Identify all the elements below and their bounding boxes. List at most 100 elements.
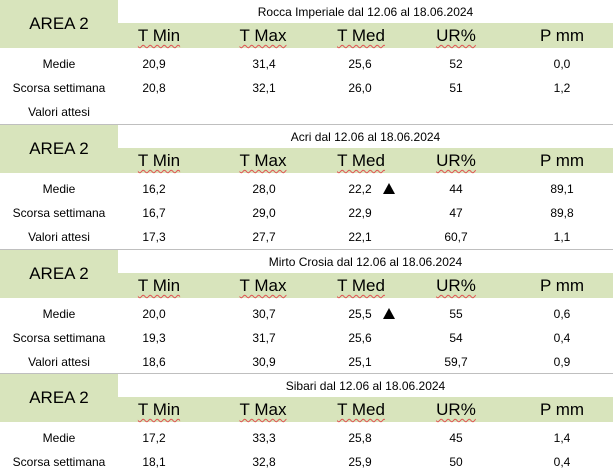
column-header: P mm xyxy=(514,273,610,298)
row-label: Scorsa settimana xyxy=(12,455,106,469)
table-cell: 29,0 xyxy=(252,206,276,220)
table-row: Medie 16,2 28,0 22,2 44 89,1 xyxy=(0,177,613,201)
area-label: AREA 2 xyxy=(0,0,118,48)
table-cell: 20,8 xyxy=(142,81,166,95)
table-cell: 20,0 xyxy=(142,307,166,321)
column-header: UR% xyxy=(408,397,504,422)
row-label: Scorsa settimana xyxy=(12,331,106,345)
table-cell: 25,9 xyxy=(348,455,372,469)
row-label: Medie xyxy=(42,57,76,71)
column-header: P mm xyxy=(514,148,610,173)
table-cell: 30,7 xyxy=(252,307,276,321)
column-header-label: P mm xyxy=(539,26,585,45)
row-label: Valori attesi xyxy=(28,105,90,119)
table-row: Scorsa settimana 16,7 29,0 22,9 47 89,8 xyxy=(0,201,613,225)
table-cell: 51 xyxy=(449,81,463,95)
up-triangle-icon xyxy=(383,302,395,326)
table-cell: 60,7 xyxy=(444,230,468,244)
row-label: Medie xyxy=(42,431,76,445)
row-label: Scorsa settimana xyxy=(12,81,106,95)
row-label: Valori attesi xyxy=(28,230,90,244)
table-cell: 22,1 xyxy=(348,230,372,244)
row-label: Valori attesi xyxy=(28,355,90,369)
column-header-label: P mm xyxy=(539,400,585,419)
table-cell: 0,4 xyxy=(553,331,571,345)
table-cell: 1,1 xyxy=(553,230,571,244)
table-cell: 52 xyxy=(449,57,463,71)
column-header: T Med xyxy=(313,397,409,422)
column-header-label: T Med xyxy=(337,26,385,45)
table-cell xyxy=(114,100,194,124)
table-cell: 47 xyxy=(449,206,463,220)
section-title: Sibari dal 12.06 al 18.06.2024 xyxy=(118,374,613,397)
column-header-label: T Min xyxy=(137,400,181,419)
column-header: P mm xyxy=(514,397,610,422)
section-divider xyxy=(0,373,613,374)
table-cell: 59,7 xyxy=(444,355,468,369)
column-header-label: UR% xyxy=(436,151,476,170)
column-header-label: UR% xyxy=(436,276,476,295)
table-cell: 32,8 xyxy=(252,455,276,469)
station-section: AREA 2 Mirto Crosia dal 12.06 al 18.06.20… xyxy=(0,250,613,374)
column-header: T Med xyxy=(313,273,409,298)
table-cell: 25,6 xyxy=(348,331,372,345)
section-divider xyxy=(0,249,613,250)
table-cell: 55 xyxy=(449,307,463,321)
table-cell: 0,9 xyxy=(553,355,571,369)
table-cell: 32,1 xyxy=(252,81,276,95)
up-triangle-icon xyxy=(383,177,395,201)
table-cell: 16,7 xyxy=(142,206,166,220)
table-cell: 25,6 xyxy=(348,57,372,71)
table-row: Scorsa settimana 18,1 32,8 25,9 50 0,4 xyxy=(0,450,613,472)
table-cell: 50 xyxy=(449,455,463,469)
column-header-label: T Max xyxy=(239,276,287,295)
table-cell: 22,2 xyxy=(348,182,372,196)
column-header: T Min xyxy=(111,273,207,298)
column-header: T Med xyxy=(313,23,409,48)
table-cell: 27,7 xyxy=(252,230,276,244)
table-cell: 20,9 xyxy=(142,57,166,71)
column-header-label: T Min xyxy=(137,276,181,295)
table-cell: 0,4 xyxy=(553,455,571,469)
column-header-label: T Med xyxy=(337,276,385,295)
station-section: AREA 2 Acri dal 12.06 al 18.06.2024 T Min T… xyxy=(0,125,613,249)
column-header: T Max xyxy=(215,397,311,422)
table-cell: 1,4 xyxy=(553,431,571,445)
table-row: Valori attesi xyxy=(0,100,613,124)
row-label: Scorsa settimana xyxy=(12,206,106,220)
table-row: Scorsa settimana 19,3 31,7 25,6 54 0,4 xyxy=(0,326,613,350)
column-header-label: T Min xyxy=(137,151,181,170)
row-label: Medie xyxy=(42,182,76,196)
column-header: T Med xyxy=(313,148,409,173)
table-row: Valori attesi 17,3 27,7 22,1 60,7 1,1 xyxy=(0,225,613,249)
table-row: Scorsa settimana 20,8 32,1 26,0 51 1,2 xyxy=(0,76,613,100)
column-header: UR% xyxy=(408,273,504,298)
table-cell: 89,1 xyxy=(550,182,574,196)
table-cell xyxy=(224,100,304,124)
column-header-label: T Max xyxy=(239,26,287,45)
table-cell xyxy=(320,100,400,124)
table-cell: 18,1 xyxy=(142,455,166,469)
table-row: Medie 20,0 30,7 25,5 55 0,6 xyxy=(0,302,613,326)
table-cell xyxy=(522,100,602,124)
section-title: Rocca Imperiale dal 12.06 al 18.06.2024 xyxy=(118,0,613,23)
column-header: T Min xyxy=(111,23,207,48)
column-header: T Max xyxy=(215,148,311,173)
column-header-label: UR% xyxy=(436,26,476,45)
station-section: AREA 2 Sibari dal 12.06 al 18.06.2024 T Mi… xyxy=(0,374,613,472)
column-header-label: P mm xyxy=(539,276,585,295)
column-header: T Max xyxy=(215,23,311,48)
table-cell: 18,6 xyxy=(142,355,166,369)
table-cell: 25,1 xyxy=(348,355,372,369)
table-cell: 22,9 xyxy=(348,206,372,220)
section-divider xyxy=(0,124,613,125)
table-cell: 16,2 xyxy=(142,182,166,196)
table-row: Medie 17,2 33,3 25,8 45 1,4 xyxy=(0,426,613,450)
table-cell: 45 xyxy=(449,431,463,445)
column-header-label: T Max xyxy=(239,400,287,419)
column-header: T Min xyxy=(111,397,207,422)
table-cell: 26,0 xyxy=(348,81,372,95)
row-label: Medie xyxy=(42,307,76,321)
column-header: UR% xyxy=(408,23,504,48)
table-cell: 31,4 xyxy=(252,57,276,71)
